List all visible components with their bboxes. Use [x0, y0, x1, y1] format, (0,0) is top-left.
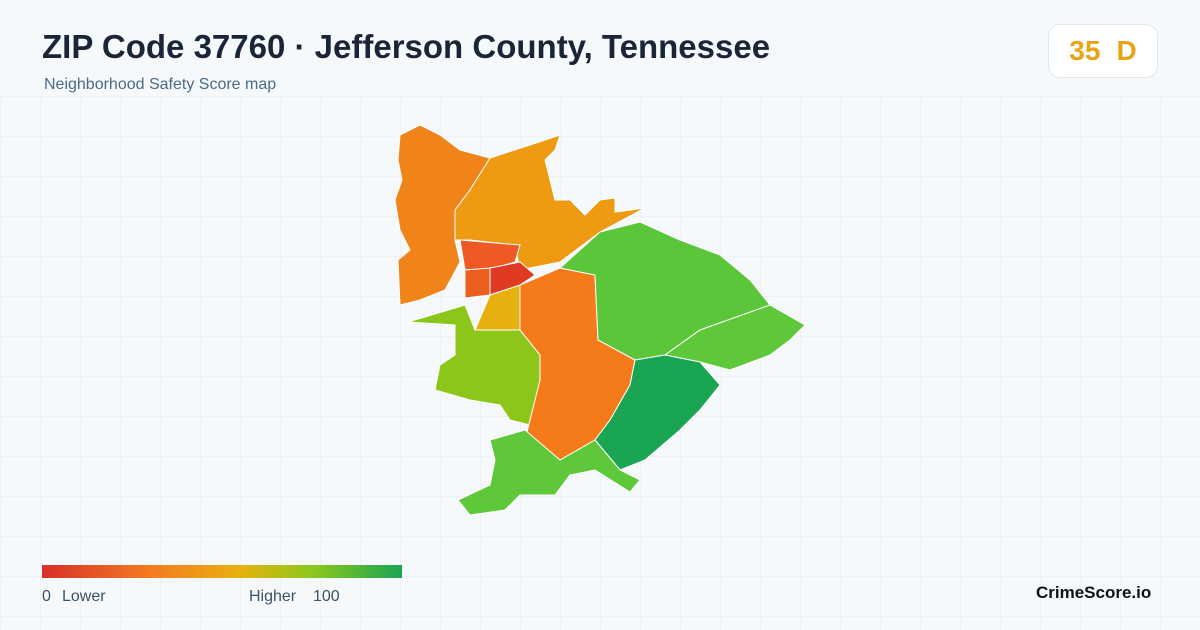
score-badge: 35 D: [1048, 24, 1158, 78]
brand: CrimeScore.io: [1036, 583, 1152, 602]
legend-max: 100: [313, 588, 340, 605]
legend-min-label: Lower: [62, 588, 106, 605]
neighborhoods: [394, 124, 806, 516]
legend-bar: [42, 565, 402, 578]
legend-min: 0: [42, 588, 51, 605]
area: [594, 354, 721, 471]
title: ZIP Code 37760 · Jefferson County, Tenne…: [42, 28, 771, 65]
score-value: 35: [1069, 35, 1101, 66]
subtitle: Neighborhood Safety Score map: [44, 76, 277, 93]
area: [663, 304, 806, 371]
legend-max-label: Higher: [249, 588, 297, 605]
score-grade: D: [1116, 35, 1137, 66]
area: [457, 429, 641, 516]
area: [394, 124, 491, 306]
area: [464, 267, 491, 299]
area: [407, 304, 541, 426]
